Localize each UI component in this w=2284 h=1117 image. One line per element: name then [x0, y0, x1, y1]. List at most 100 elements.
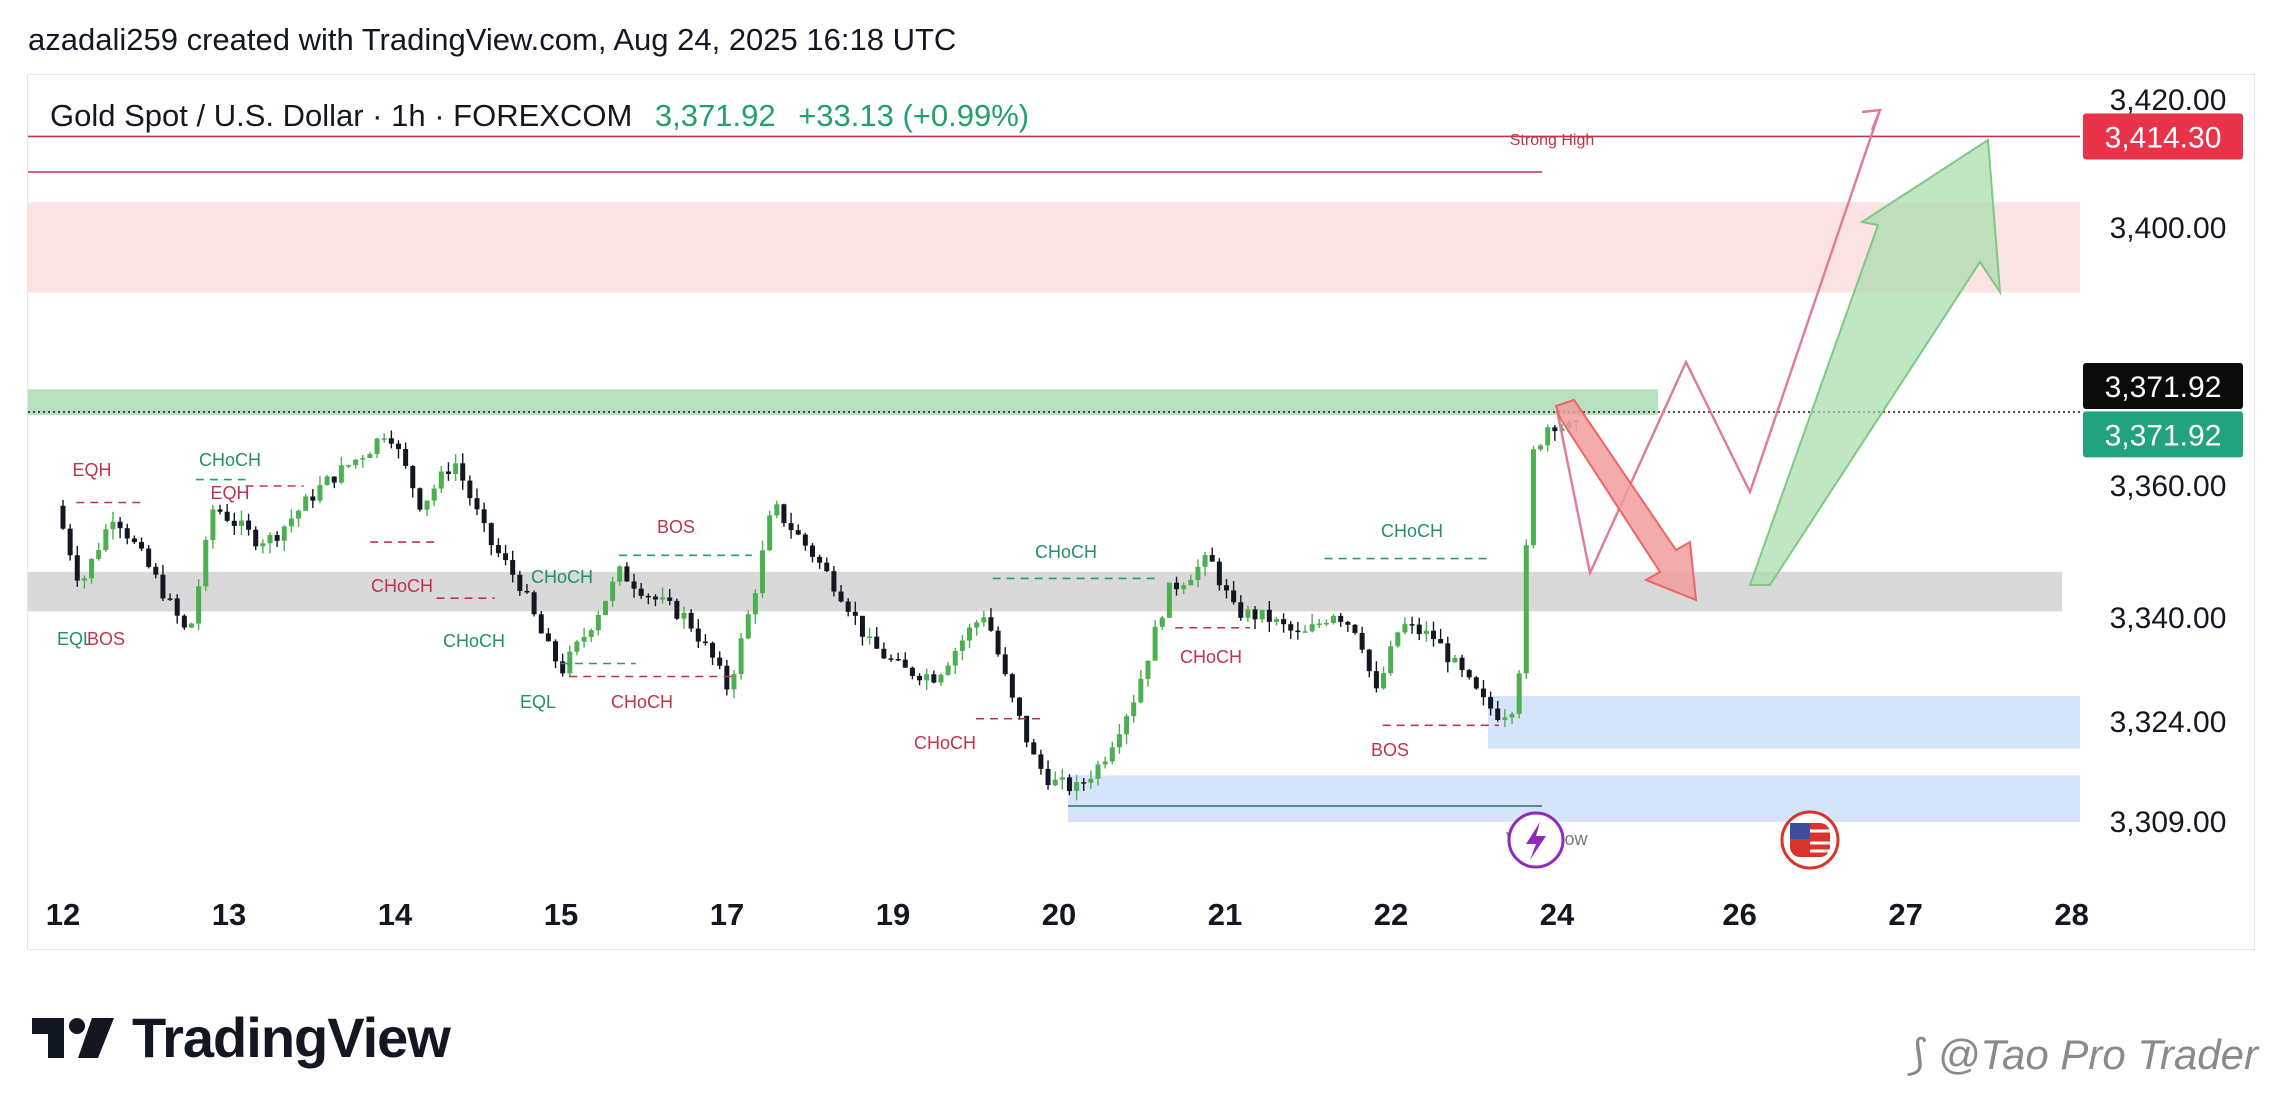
candle-body — [674, 600, 680, 619]
candle-body — [1216, 561, 1222, 586]
zone-resistance-band — [28, 389, 1658, 416]
candle-body — [1516, 673, 1522, 714]
candle-body — [695, 628, 701, 642]
candle-body — [1174, 582, 1180, 590]
x-tick-label: 27 — [1888, 897, 1922, 932]
annotation-label: CHoCH — [531, 567, 593, 587]
candle-body — [752, 593, 758, 615]
candle-body — [1116, 734, 1122, 748]
candle-body — [403, 449, 409, 467]
candle-body — [617, 566, 623, 582]
candle-body — [1152, 626, 1158, 661]
x-tick-label: 28 — [2054, 897, 2088, 932]
candle-body — [89, 558, 95, 579]
candle-body — [1473, 677, 1479, 689]
candle-body — [1231, 590, 1237, 603]
candle-body — [217, 509, 223, 512]
candle-body — [1074, 782, 1080, 792]
candle-body — [74, 555, 80, 581]
symbol-title[interactable]: Gold Spot / U.S. Dollar · 1h · FOREXCOM — [50, 98, 633, 133]
candle-body — [1373, 671, 1379, 689]
annotation-label: EQH — [210, 483, 249, 503]
price-badge-label: 3,371.92 — [2105, 419, 2222, 452]
candle-body — [767, 515, 773, 551]
candle-body — [367, 453, 373, 459]
x-tick-label: 26 — [1722, 897, 1756, 932]
candle-body — [203, 539, 209, 587]
candle-body — [1316, 623, 1322, 626]
candle-body — [724, 665, 730, 690]
candle-body — [1188, 579, 1194, 586]
candle-body — [374, 438, 380, 454]
candle-body — [702, 641, 708, 644]
tradingview-logo[interactable]: TradingView — [32, 1005, 451, 1070]
us-flag-canton — [1790, 823, 1810, 839]
candle-body — [153, 566, 159, 575]
candle-body — [139, 542, 145, 549]
candle-body — [303, 496, 309, 511]
candle-body — [895, 658, 901, 661]
annotation-label: CHoCH — [199, 450, 261, 470]
candle-body — [310, 496, 316, 501]
candle-body — [1502, 717, 1508, 720]
candle-body — [995, 630, 1001, 655]
candle-body — [381, 438, 387, 440]
zone-demand-2 — [1068, 775, 2080, 822]
candle-body — [1402, 624, 1408, 633]
candle-body — [474, 498, 480, 510]
candle-body — [360, 458, 366, 460]
candle-body — [1352, 624, 1358, 633]
candle-body — [931, 674, 937, 683]
annotation-label: CHoCH — [1035, 542, 1097, 562]
candle-body — [1530, 449, 1536, 546]
candle-body — [1024, 715, 1030, 743]
candle-body — [652, 596, 658, 600]
y-tick-label: 3,400.00 — [2110, 212, 2227, 245]
candle-body — [260, 543, 266, 547]
candle-body — [1052, 779, 1058, 786]
symbol-legend: Gold Spot / U.S. Dollar · 1h · FOREXCOM … — [50, 98, 1029, 134]
candle-body — [1266, 609, 1272, 622]
y-tick-label: 3,420.00 — [2110, 84, 2227, 117]
candle-body — [938, 674, 944, 683]
candle-body — [553, 641, 559, 662]
candle-body — [167, 598, 173, 600]
candle-body — [952, 651, 958, 666]
candle-body — [1202, 555, 1208, 567]
candle-body — [1452, 657, 1458, 663]
candle-body — [809, 545, 815, 557]
candle-body — [745, 614, 751, 639]
candle-body — [453, 463, 459, 474]
candle-body — [1323, 622, 1329, 625]
candle-body — [1031, 742, 1037, 755]
candle-body — [1002, 654, 1008, 675]
candle-body — [1309, 624, 1315, 632]
candle-body — [981, 617, 987, 623]
candle-body — [274, 535, 280, 541]
x-tick-label: 20 — [1042, 897, 1076, 932]
candle-body — [1109, 747, 1115, 762]
candle-body — [1288, 624, 1294, 631]
price-badge-last — [2083, 363, 2243, 410]
projection-path — [1555, 109, 1882, 577]
candle-body — [281, 526, 287, 541]
author-watermark: ⟆ @Tao Pro Trader — [1910, 1030, 2259, 1079]
annotation-label: EQL — [57, 629, 93, 649]
candle-body — [1166, 582, 1172, 618]
watermark-text: @Tao Pro Trader — [1937, 1031, 2258, 1078]
candle-body — [238, 520, 244, 526]
candle-body — [503, 553, 509, 561]
candle-body — [1495, 708, 1501, 720]
candle-body — [510, 560, 516, 575]
candle-body — [1016, 697, 1022, 716]
candle-body — [160, 574, 166, 599]
candle-body — [67, 528, 73, 556]
candle-body — [610, 581, 616, 601]
zone-mid-band — [28, 571, 2062, 612]
candle-body — [1038, 754, 1044, 769]
x-tick-label: 14 — [378, 897, 413, 932]
annotation-label: EQL — [520, 692, 556, 712]
annotation-label: CHoCH — [914, 733, 976, 753]
x-tick-label: 24 — [1540, 897, 1575, 932]
